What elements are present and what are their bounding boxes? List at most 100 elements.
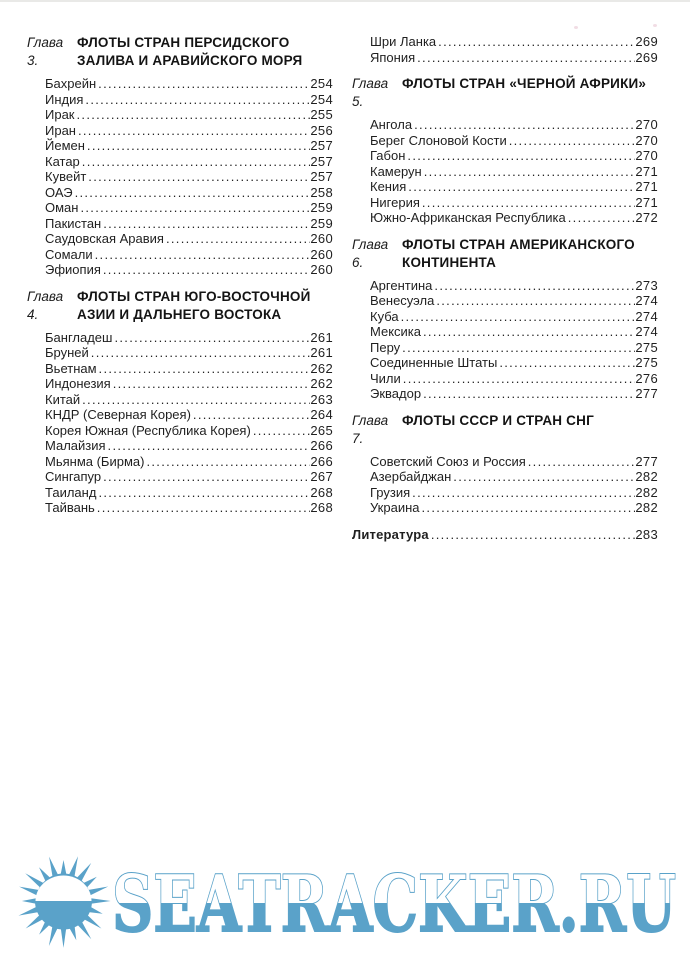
toc-entry-page: 266 <box>310 438 333 453</box>
chapter-number-label: Глава 5. <box>352 76 389 109</box>
toc-entry: Литература..............................… <box>352 527 658 543</box>
toc-entry: Саудовская Аравия.......................… <box>27 231 333 247</box>
toc-entry: КНДР (Северная Корея)...................… <box>27 407 333 423</box>
toc-entry: Мьянма (Бирма)..........................… <box>27 454 333 470</box>
dot-leader: ........................................… <box>499 355 636 370</box>
chapter-title: ФЛОТЫ СТРАН «ЧЕРНОЙ АФРИКИ» <box>402 76 647 91</box>
toc-entry-page: 268 <box>310 484 333 500</box>
dot-leader: ........................................… <box>436 293 635 308</box>
chapter-number-label: Глава 4. <box>27 288 64 322</box>
toc-entry-page: 255 <box>310 107 333 122</box>
toc-entry: Вьетнам.................................… <box>27 361 333 377</box>
dot-leader: ........................................… <box>114 329 310 345</box>
toc-entry-page: 268 <box>310 500 333 515</box>
toc-entry-label: Индонезия <box>45 376 111 391</box>
chapter-title: ФЛОТЫ СТРАН ПЕРСИДСКОГО ЗАЛИВА И АРАВИЙС… <box>77 35 303 68</box>
toc-entry: Иран....................................… <box>27 123 333 139</box>
dot-leader: ........................................… <box>80 200 310 215</box>
toc-entry-label: Эквадор <box>370 386 422 401</box>
dot-leader: ........................................… <box>402 370 636 386</box>
toc-entry: Катар...................................… <box>27 154 333 170</box>
toc-entry-page: 272 <box>635 210 658 225</box>
chapter-heading: Глава 6. ФЛОТЫ СТРАН АМЕРИКАНСКОГО КОНТИН… <box>352 236 658 272</box>
toc-entry-page: 254 <box>310 91 333 107</box>
toc-entry-label: Корея Южная (Республика Корея) <box>45 422 251 438</box>
toc-entry-page: 260 <box>310 231 333 246</box>
dot-leader: ........................................… <box>96 500 311 515</box>
toc-entry-label: Саудовская Аравия <box>45 231 164 246</box>
toc-entry-page: 269 <box>635 49 658 65</box>
toc-entry-label: Нигерия <box>370 194 420 210</box>
toc-entry-label: Таиланд <box>45 484 97 500</box>
toc-entry-page: 274 <box>635 308 658 324</box>
dot-leader: ........................................… <box>107 438 311 453</box>
toc-entry-page: 263 <box>310 391 333 407</box>
toc-entry-label: Катар <box>45 153 80 169</box>
toc-entry: Чили....................................… <box>352 371 658 387</box>
dot-leader: ........................................… <box>103 215 310 231</box>
chapter-heading: Глава 3. ФЛОТЫ СТРАН ПЕРСИДСКОГО ЗАЛИВА И… <box>27 34 333 70</box>
dot-leader: ........................................… <box>407 148 635 163</box>
toc-entry: Нигерия.................................… <box>352 195 658 211</box>
toc-entry-label: Литература <box>352 526 429 542</box>
toc-entry: ОАЭ.....................................… <box>27 185 333 201</box>
toc-entry-page: 258 <box>310 184 333 200</box>
toc-entry-page: 270 <box>635 117 658 132</box>
dot-leader: ........................................… <box>412 484 635 500</box>
toc-entry: Украина.................................… <box>352 500 658 516</box>
dot-leader: ........................................… <box>165 231 311 246</box>
toc-entry: Тайвань.................................… <box>27 500 333 516</box>
dot-leader: ........................................… <box>77 122 310 138</box>
toc-entry-label: Аргентина <box>370 277 433 293</box>
toc-entry-label: Чили <box>370 370 401 386</box>
toc-entry-label: Шри Ланка <box>370 34 437 49</box>
dot-leader: ........................................… <box>102 262 311 277</box>
toc-entry: Сомали..................................… <box>27 247 333 263</box>
toc-entry-label: Бахрейн <box>45 76 97 91</box>
toc-entry-label: Мексика <box>370 324 422 339</box>
dot-leader: ........................................… <box>74 184 311 200</box>
toc-entry: Венесуэла...............................… <box>352 293 658 309</box>
toc-entry-label: Азербайджан <box>370 469 452 484</box>
dot-leader: ........................................… <box>94 246 311 262</box>
toc-entry-page: 283 <box>635 526 658 542</box>
toc-entry-label: КНДР (Северная Корея) <box>45 407 191 422</box>
toc-entry: Камерун.................................… <box>352 164 658 180</box>
toc-entry-label: Малайзия <box>45 438 106 453</box>
toc-column-left: Глава 3. ФЛОТЫ СТРАН ПЕРСИДСКОГО ЗАЛИВА И… <box>27 34 333 542</box>
dot-leader: ........................................… <box>88 169 310 184</box>
toc-entry-page: 265 <box>310 422 333 438</box>
dot-leader: ........................................… <box>192 407 311 422</box>
toc-entry-page: 259 <box>310 200 333 215</box>
toc-entry-label: Берег Слоновой Кости <box>370 132 507 148</box>
chapter-title: ФЛОТЫ СТРАН АМЕРИКАНСКОГО КОНТИНЕНТА <box>402 236 635 270</box>
dot-leader: ........................................… <box>98 484 310 500</box>
toc-entry: Оман....................................… <box>27 200 333 216</box>
toc-entry-label: Украина <box>370 500 420 515</box>
toc-entry: Перу....................................… <box>352 340 658 356</box>
toc-entry-page: 275 <box>635 355 658 370</box>
toc-entry-page: 271 <box>635 163 658 179</box>
toc-entry: Корея Южная (Республика Корея)..........… <box>27 423 333 439</box>
toc-entry: Ирак....................................… <box>27 107 333 123</box>
toc-entry-page: 260 <box>310 262 333 277</box>
toc-entry-page: 260 <box>310 246 333 262</box>
dot-leader: ........................................… <box>146 453 310 469</box>
toc-entry-page: 269 <box>635 34 658 49</box>
dot-leader: ........................................… <box>90 345 311 360</box>
toc-entry-page: 262 <box>310 360 333 376</box>
toc-entry-label: ОАЭ <box>45 184 73 200</box>
chapter-heading: Глава 5. ФЛОТЫ СТРАН «ЧЕРНОЙ АФРИКИ» <box>352 75 658 111</box>
toc-entry-label: Южно-Африканская Республика <box>370 210 566 225</box>
scan-speck <box>574 26 578 29</box>
toc-entry: Аргентина...............................… <box>352 278 658 294</box>
toc-entry: Китай...................................… <box>27 392 333 408</box>
toc-entry: Кувейт..................................… <box>27 169 333 185</box>
toc-entry-page: 277 <box>635 453 658 469</box>
sun-icon <box>18 856 111 948</box>
toc-entry-page: 261 <box>310 345 333 360</box>
dot-leader: ........................................… <box>408 179 635 194</box>
dot-leader: ........................................… <box>527 453 636 469</box>
toc-entry: Бангладеш...............................… <box>27 330 333 346</box>
dot-leader: ........................................… <box>423 324 635 339</box>
